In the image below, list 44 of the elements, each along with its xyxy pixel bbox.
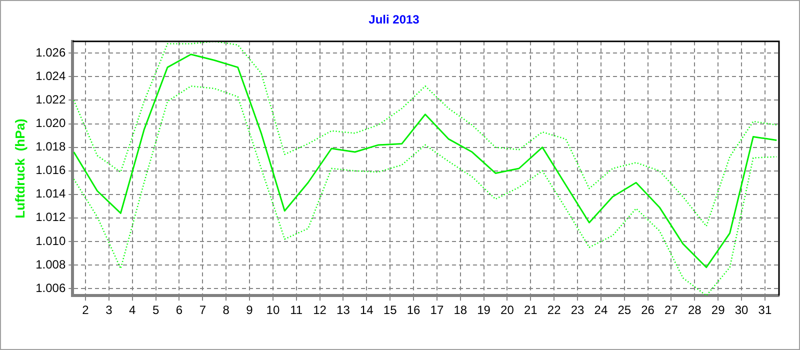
x-tick-label: 29 <box>711 303 726 318</box>
x-tick-label: 3 <box>106 303 113 318</box>
x-tick-label: 18 <box>454 303 468 318</box>
x-tick-label: 27 <box>664 303 678 318</box>
y-tick-label: 1.026 <box>36 45 66 60</box>
y-tick-label: 1.008 <box>36 257 66 272</box>
x-tick-label: 12 <box>313 303 327 318</box>
y-tick-label: 1.024 <box>36 69 66 84</box>
x-tick-label: 16 <box>406 303 421 318</box>
x-tick-label: 26 <box>641 303 655 318</box>
x-tick-label: 15 <box>383 303 398 318</box>
x-tick-label: 30 <box>734 303 749 318</box>
x-tick-label: 21 <box>524 303 538 318</box>
x-tick-label: 6 <box>176 303 183 318</box>
x-tick-label: 28 <box>688 303 702 318</box>
x-tick-label: 9 <box>246 303 254 318</box>
x-tick-label: 2 <box>82 303 90 318</box>
y-tick-label: 1.006 <box>36 280 66 295</box>
y-tick-label: 1.016 <box>36 163 66 178</box>
y-tick-label: 1.018 <box>36 140 66 154</box>
x-tick-label: 5 <box>152 303 160 318</box>
x-tick-label: 13 <box>336 303 350 318</box>
x-tick-label: 10 <box>266 303 280 318</box>
x-tick-label: 11 <box>290 303 303 318</box>
x-tick-label: 7 <box>199 303 206 318</box>
x-tick-label: 25 <box>618 303 632 318</box>
y-tick-label: 1.012 <box>36 210 66 224</box>
line-series <box>73 41 778 227</box>
y-tick-label: 1.014 <box>36 186 66 201</box>
x-tick-label: 31 <box>758 303 772 318</box>
y-tick-label: 1.022 <box>36 92 66 107</box>
x-tick-label: 24 <box>594 303 608 318</box>
y-tick-label: 1.020 <box>36 116 66 130</box>
y-tick-label: 1.010 <box>36 234 66 248</box>
x-tick-label: 14 <box>360 303 374 318</box>
x-tick-label: 8 <box>222 303 230 318</box>
chart-title: Juli 2013 <box>368 12 420 27</box>
y-axis-title: Luftdruck (hPa) <box>12 118 28 218</box>
x-tick-label: 19 <box>477 303 491 318</box>
x-tick-label: 23 <box>570 303 585 318</box>
x-tick-label: 20 <box>500 303 514 318</box>
x-tick-label: 4 <box>129 303 136 318</box>
x-tick-label: 22 <box>547 303 562 318</box>
x-tick-label: 17 <box>430 303 444 318</box>
